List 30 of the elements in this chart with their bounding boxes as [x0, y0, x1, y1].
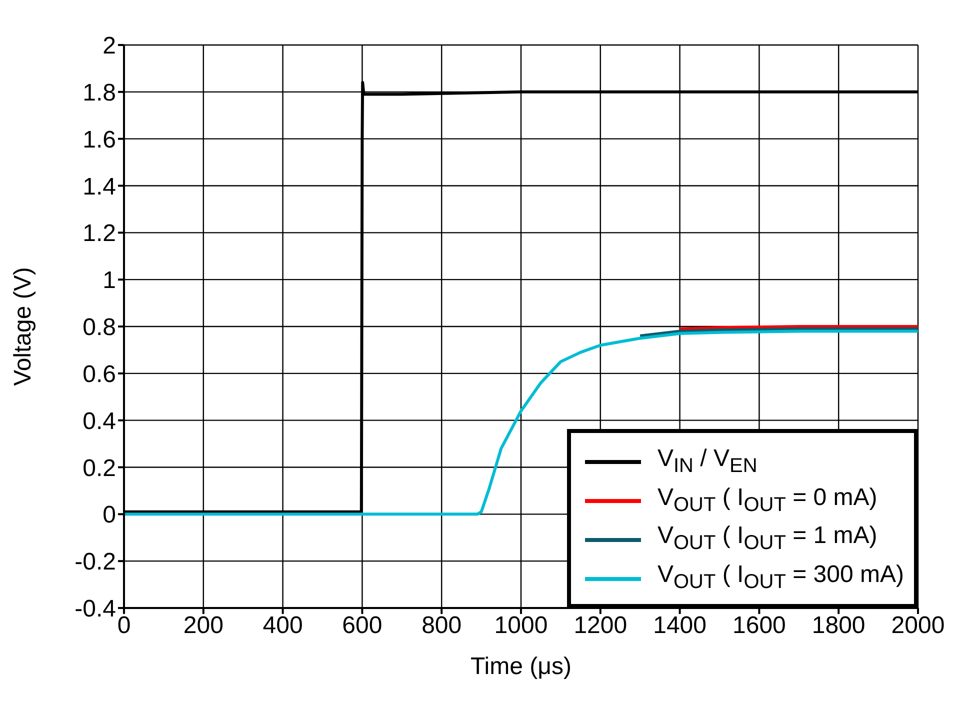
y-tick-label: 0: [102, 502, 116, 529]
x-tick-label: 1000: [494, 612, 548, 640]
x-tick-label: 400: [262, 612, 303, 640]
x-tick-label: 200: [183, 612, 224, 640]
legend-label: V$_{OUT}$ ( I$_{OUT}$ = 300 mA): [657, 560, 904, 595]
y-tick-label: -0.2: [74, 548, 116, 576]
line-series: [638, 327, 918, 338]
x-axis-title: Time (μs): [470, 653, 572, 680]
y-tick-label: 0.6: [82, 360, 116, 388]
y-tick-label: 2: [102, 32, 116, 60]
y-tick-label: 1.8: [82, 79, 116, 106]
x-tick-label: 1200: [574, 612, 628, 640]
y-tick-label: 1.6: [82, 126, 116, 154]
x-tick-label: 1600: [732, 612, 786, 640]
legend-label: V$_{IN}$ / V$_{EN}$: [657, 444, 758, 479]
y-tick-label: 0.2: [82, 454, 116, 482]
x-tick-label: 1400: [653, 612, 706, 640]
y-tick-label: 1: [102, 267, 116, 294]
x-tick-label: 1800: [812, 612, 866, 640]
y-tick-label: 1.2: [82, 220, 116, 248]
x-tick-label: 600: [342, 612, 382, 640]
x-tick-label: 800: [422, 612, 462, 640]
y-tick-label: 1.4: [82, 173, 116, 200]
y-axis-title: Voltage (V): [10, 267, 37, 386]
y-tick-label: -0.4: [74, 596, 116, 623]
y-tick-label: 0.8: [82, 314, 116, 342]
legend-label: V$_{OUT}$ ( I$_{OUT}$ = 1 mA): [657, 521, 878, 556]
x-tick-label: 2000: [891, 612, 945, 640]
y-tick-label: 0.4: [82, 408, 116, 435]
legend-label: V$_{OUT}$ ( I$_{OUT}$ = 0 mA): [657, 482, 878, 518]
